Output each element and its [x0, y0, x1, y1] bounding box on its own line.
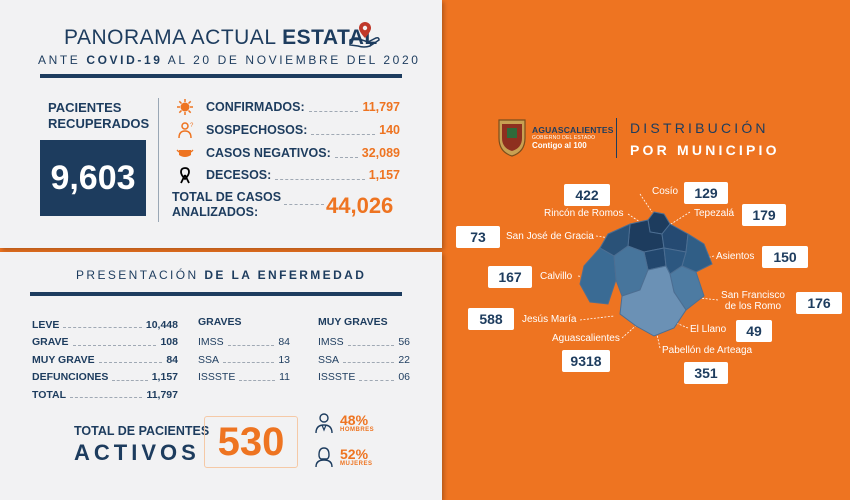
stat-negative: CASOS NEGATIVOS: 32,089 — [176, 144, 400, 162]
ribbon-icon — [180, 167, 190, 184]
label-el-llano: El Llano — [690, 324, 727, 335]
label-calvillo: Calvillo — [540, 271, 573, 282]
list-item: MUY GRAVE 84 — [32, 353, 178, 366]
label-aguascalientes: Aguascalientes — [552, 333, 620, 344]
total-cases-label: TOTAL DE CASOS ANALIZADOS: — [172, 190, 282, 219]
map-region-calvillo — [579, 247, 617, 305]
women-stat: 52% MUJERES — [314, 446, 373, 468]
list-item: IMSS 84 — [198, 336, 290, 349]
mask-icon — [176, 149, 194, 157]
label-pabellon: Pabellón de Arteaga — [662, 345, 753, 356]
value-jesus-maria: 588 — [468, 308, 514, 330]
logo-line1: AGUASCALIENTES — [532, 124, 614, 135]
value-tepezala: 179 — [742, 204, 786, 226]
label-cosio: Cosío — [652, 186, 679, 197]
section-title: PRESENTACIÓN DE LA ENFERMEDAD — [76, 268, 367, 282]
active-label-large: ACTIVOS — [74, 440, 200, 465]
value-pabellon: 351 — [684, 362, 728, 384]
active-label: TOTAL DE PACIENTES — [74, 424, 210, 438]
value-rincon-de-romos: 422 — [564, 184, 610, 206]
value-san-jose-de-gracia: 73 — [456, 226, 500, 248]
distribution-title: DISTRIBUCIÓN — [630, 120, 769, 136]
value-asientos: 150 — [762, 246, 808, 268]
svg-text:?: ? — [190, 123, 194, 129]
label-san-francisco: San Francisco de los Romo — [721, 290, 785, 312]
list-item: ISSSTE 11 — [198, 371, 290, 384]
logo-line3: Contigo al 100 — [532, 140, 587, 150]
summary-panel: PANORAMA ACTUAL ESTATAL ANTE COVID-19 AL… — [0, 0, 442, 248]
list-item: IMSS 56 — [318, 336, 410, 349]
muy-graves-list: MUY GRAVES IMSS 56 SSA 22 ISSSTE 06 — [318, 316, 410, 386]
map-region-aguascalientes — [619, 265, 687, 337]
value-san-francisco: 176 — [796, 292, 842, 314]
men-stat: 48% HOMBRES — [314, 412, 374, 434]
list-item: ISSSTE 06 — [318, 371, 410, 384]
value-aguascalientes: 9318 — [562, 350, 610, 372]
stat-deaths: DECESOS: 1,157 — [176, 166, 400, 184]
divider — [158, 98, 159, 222]
label-tepezala: Tepezalá — [694, 208, 735, 219]
suspect-icon: ? — [178, 122, 194, 139]
graves-heading: GRAVES — [198, 316, 242, 328]
virus-icon — [177, 99, 193, 115]
label-san-jose-de-gracia: San José de Gracia — [506, 231, 594, 242]
disease-presentation-panel: PRESENTACIÓN DE LA ENFERMEDAD LEVE 10,448… — [0, 252, 442, 500]
value-calvillo: 167 — [488, 266, 532, 288]
page-subtitle: ANTE COVID-19 AL 20 DE NOVIEMBRE DEL 202… — [38, 53, 421, 67]
stat-suspected: ? SOSPECHOSOS: 140 — [176, 121, 400, 139]
recovered-label: PACIENTES RECUPERADOS — [48, 100, 150, 131]
municipality-map — [579, 211, 713, 337]
woman-icon — [315, 447, 333, 468]
list-item: DEFUNCIONES 1,157 — [32, 371, 178, 384]
list-item: TOTAL 11,797 — [32, 388, 178, 401]
total-cases-value: 44,026 — [326, 193, 394, 218]
map-pin-hand-icon — [349, 22, 380, 48]
list-item: LEVE 10,448 — [32, 318, 178, 331]
divider — [30, 292, 402, 296]
value-cosio: 129 — [684, 182, 728, 204]
man-icon — [315, 413, 333, 434]
logo-line2: GOBIERNO DEL ESTADO — [532, 134, 596, 141]
list-item: GRAVE 108 — [32, 336, 178, 349]
divider — [40, 74, 402, 78]
coat-of-arms-icon — [498, 119, 526, 157]
value-el-llano: 49 — [736, 320, 772, 342]
label-jesus-maria: Jesús María — [522, 314, 577, 325]
muy-graves-heading: MUY GRAVES — [318, 316, 388, 328]
stat-confirmed: CONFIRMADOS: 11,797 — [176, 98, 400, 116]
list-item: SSA 22 — [318, 353, 410, 366]
divider — [616, 118, 617, 158]
distribution-subtitle: POR MUNICIPIO — [630, 142, 780, 158]
label-rincon-de-romos: Rincón de Romos — [544, 208, 624, 219]
list-item: SSA 13 — [198, 353, 290, 366]
page-title: PANORAMA ACTUAL ESTATAL — [64, 26, 378, 49]
label-asientos: Asientos — [716, 251, 755, 262]
graves-list: GRAVES IMSS 84 SSA 13 ISSSTE 11 — [198, 316, 290, 386]
severity-list: LEVE 10,448 GRAVE 108 MUY GRAVE 84 DEFUNCIO… — [32, 316, 178, 404]
active-value: 530 — [204, 416, 298, 468]
recovered-value: 9,603 — [40, 140, 146, 216]
state-logo: AGUASCALIENTES GOBIERNO DEL ESTADO Conti… — [496, 116, 614, 158]
